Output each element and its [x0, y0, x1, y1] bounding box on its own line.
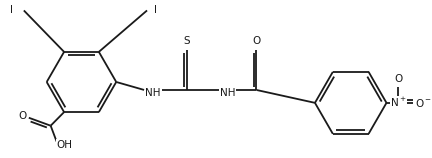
Text: N$^+$: N$^+$ — [390, 96, 407, 109]
Text: I: I — [155, 5, 158, 15]
Text: O: O — [394, 74, 403, 84]
Text: S: S — [184, 36, 190, 46]
Text: NH: NH — [220, 88, 235, 98]
Text: O: O — [19, 111, 27, 121]
Text: O: O — [252, 36, 260, 46]
Text: OH: OH — [57, 140, 73, 150]
Text: NH: NH — [145, 88, 161, 98]
Text: O$^-$: O$^-$ — [415, 97, 432, 109]
Text: I: I — [10, 5, 13, 15]
